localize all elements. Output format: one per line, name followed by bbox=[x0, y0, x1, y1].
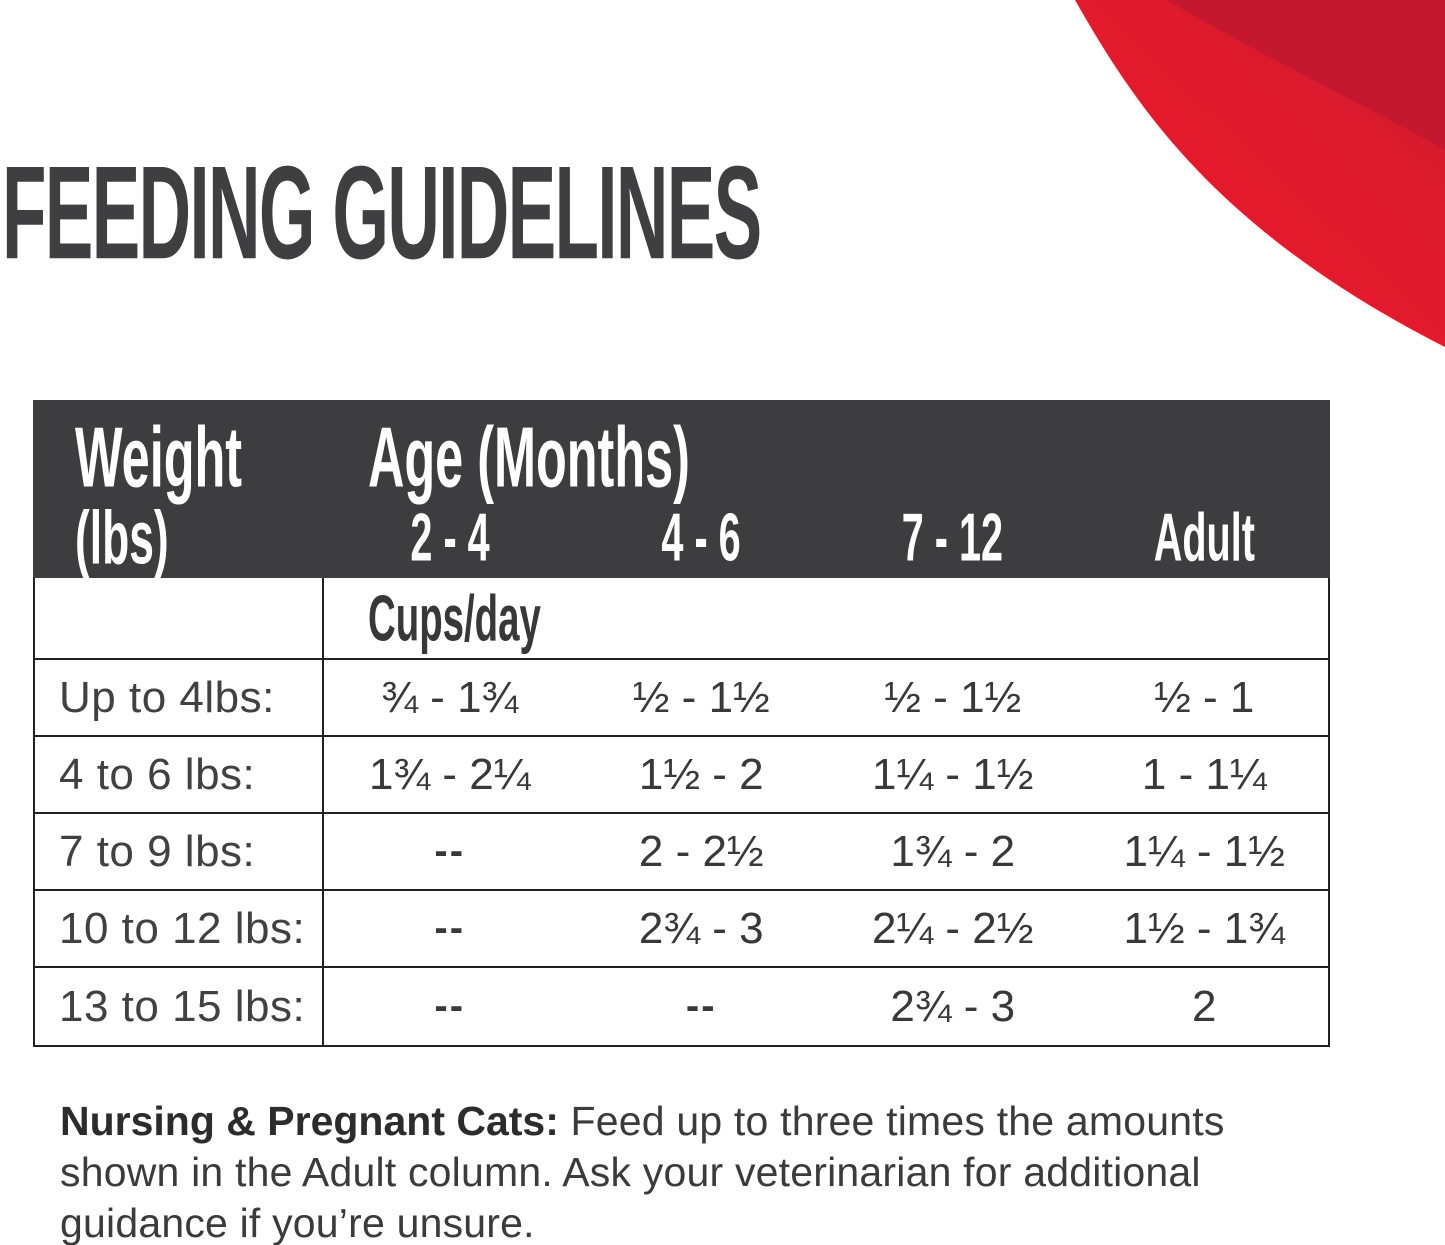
header-age-months: Age (Months) bbox=[324, 400, 1330, 506]
value-cell: ¾ - 1¾ bbox=[381, 672, 519, 722]
col-label: 4 - 6 bbox=[661, 499, 741, 575]
header-weight-label: Weight bbox=[75, 409, 243, 506]
header-col-7-12: 7 - 12 bbox=[827, 496, 1079, 578]
col-label: 2 - 4 bbox=[410, 499, 490, 575]
table-body: Cups/day Up to 4lbs: ¾ - 1¾ ½ - 1½ ½ - 1… bbox=[33, 578, 1330, 1047]
value-cell: 1¼ - 1½ bbox=[872, 749, 1034, 799]
value-cell: 1½ - 2 bbox=[638, 749, 764, 799]
table-row: 13 to 15 lbs: -- -- 2¾ - 3 2 bbox=[35, 968, 1328, 1045]
value-cell: ½ - 1½ bbox=[884, 672, 1022, 722]
value-cell: 2 bbox=[1192, 981, 1217, 1031]
table-header: Weight Age (Months) (lbs) 2 - 4 4 - 6 7 … bbox=[33, 400, 1331, 580]
value-cell: 1¾ - 2 bbox=[890, 826, 1016, 876]
nursing-pregnant-footnote: Nursing & Pregnant Cats: Feed up to thre… bbox=[60, 1096, 1445, 1245]
col-label: 7 - 12 bbox=[902, 499, 1004, 575]
table-row: 4 to 6 lbs: 1¾ - 2¼ 1½ - 2 1¼ - 1½ 1 - 1… bbox=[35, 737, 1328, 814]
units-label: Cups/day bbox=[368, 581, 541, 655]
value-cell: -- bbox=[434, 906, 466, 950]
table-row: 10 to 12 lbs: -- 2¾ - 3 2¼ - 2½ 1½ - 1¾ bbox=[35, 891, 1328, 968]
header-col-2-4: 2 - 4 bbox=[324, 496, 576, 578]
page-title: FEEDING GUIDELINES bbox=[2, 137, 762, 287]
footnote-line-3: guidance if you’re unsure. bbox=[60, 1200, 535, 1245]
value-cell: 1¼ - 1½ bbox=[1123, 826, 1285, 876]
footnote-line-2: shown in the Adult column. Ask your vete… bbox=[60, 1149, 1201, 1195]
value-cell: 1½ - 1¾ bbox=[1123, 903, 1285, 953]
value-cell: ½ - 1½ bbox=[632, 672, 770, 722]
value-cell: 2¼ - 2½ bbox=[872, 903, 1034, 953]
value-cell: 1¾ - 2¼ bbox=[369, 749, 531, 799]
weight-cell: 13 to 15 lbs: bbox=[35, 968, 324, 1045]
value-cell: 1 - 1¼ bbox=[1141, 749, 1267, 799]
value-cell: 2¾ - 3 bbox=[638, 903, 764, 953]
weight-cell: 7 to 9 lbs: bbox=[35, 814, 324, 889]
weight-cell: 10 to 12 lbs: bbox=[35, 891, 324, 966]
units-row-empty-cell bbox=[35, 578, 324, 658]
header-weight-unit: (lbs) bbox=[33, 494, 324, 580]
units-cell: Cups/day bbox=[324, 578, 1330, 658]
value-cell: -- bbox=[434, 829, 466, 873]
header-age-label: Age (Months) bbox=[368, 409, 690, 506]
value-cell: -- bbox=[434, 984, 466, 1028]
weight-cell: 4 to 6 lbs: bbox=[35, 737, 324, 812]
header-col-4-6: 4 - 6 bbox=[576, 496, 828, 578]
header-col-adult: Adult bbox=[1079, 496, 1331, 578]
red-swoosh-graphic bbox=[1075, 0, 1445, 347]
weight-cell: Up to 4lbs: bbox=[35, 660, 324, 735]
header-weight: Weight bbox=[33, 400, 324, 506]
footnote-lead: Nursing & Pregnant Cats: bbox=[60, 1098, 559, 1144]
table-row: 7 to 9 lbs: -- 2 - 2½ 1¾ - 2 1¼ - 1½ bbox=[35, 814, 1328, 891]
header-lbs-label: (lbs) bbox=[75, 494, 169, 580]
feeding-table: Weight Age (Months) (lbs) 2 - 4 4 - 6 7 … bbox=[33, 400, 1330, 1047]
swoosh-dark-shape bbox=[1167, 0, 1445, 150]
footnote-line-1: Feed up to three times the amounts bbox=[570, 1098, 1225, 1144]
units-row: Cups/day bbox=[35, 578, 1328, 660]
table-row: Up to 4lbs: ¾ - 1¾ ½ - 1½ ½ - 1½ ½ - 1 bbox=[35, 660, 1328, 737]
col-label: Adult bbox=[1153, 499, 1255, 575]
value-cell: 2¾ - 3 bbox=[890, 981, 1016, 1031]
value-cell: 2 - 2½ bbox=[638, 826, 764, 876]
value-cell: ½ - 1 bbox=[1154, 672, 1255, 722]
value-cell: -- bbox=[685, 984, 717, 1028]
